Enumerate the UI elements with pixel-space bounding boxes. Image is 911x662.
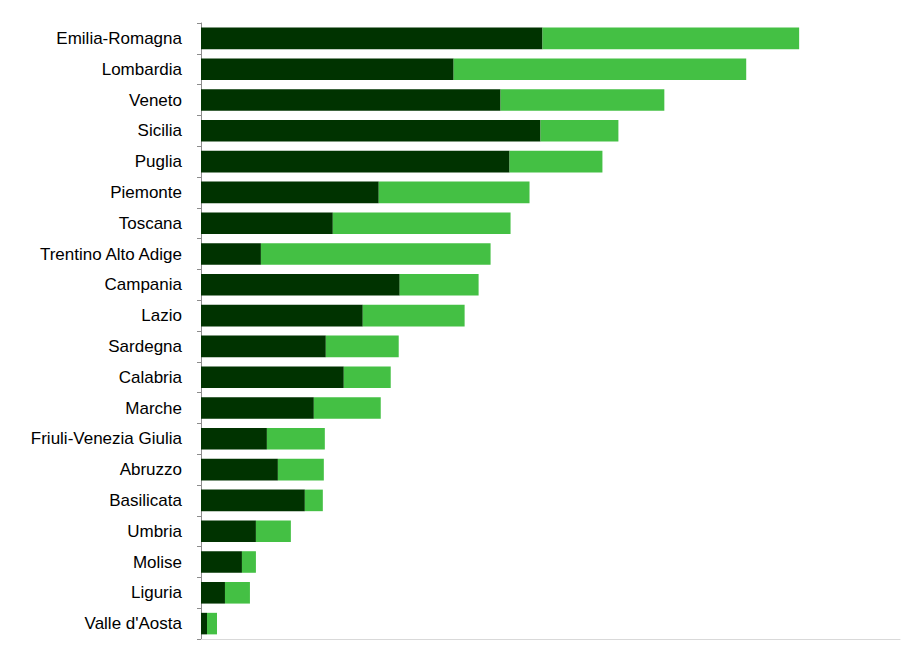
svg-text:Sicilia: Sicilia <box>138 121 183 140</box>
svg-text:Basilicata: Basilicata <box>109 491 182 510</box>
svg-text:Marche: Marche <box>125 399 182 418</box>
svg-text:Valle d'Aosta: Valle d'Aosta <box>85 614 183 633</box>
svg-text:Toscana: Toscana <box>119 214 183 233</box>
svg-text:Trentino Alto Adige: Trentino Alto Adige <box>40 245 182 264</box>
svg-text:Liguria: Liguria <box>131 583 183 602</box>
svg-text:Friuli-Venezia Giulia: Friuli-Venezia Giulia <box>31 429 183 448</box>
svg-text:Lombardia: Lombardia <box>102 60 183 79</box>
svg-text:Puglia: Puglia <box>135 152 183 171</box>
svg-text:Calabria: Calabria <box>119 368 183 387</box>
svg-text:Lazio: Lazio <box>141 306 182 325</box>
svg-text:Umbria: Umbria <box>127 522 182 541</box>
svg-text:Emilia-Romagna: Emilia-Romagna <box>56 29 182 48</box>
svg-text:Piemonte: Piemonte <box>110 183 182 202</box>
svg-text:Veneto: Veneto <box>129 91 182 110</box>
svg-text:Campania: Campania <box>105 275 183 294</box>
svg-text:Sardegna: Sardegna <box>108 337 182 356</box>
svg-text:Molise: Molise <box>133 553 182 572</box>
svg-text:Abruzzo: Abruzzo <box>120 460 182 479</box>
